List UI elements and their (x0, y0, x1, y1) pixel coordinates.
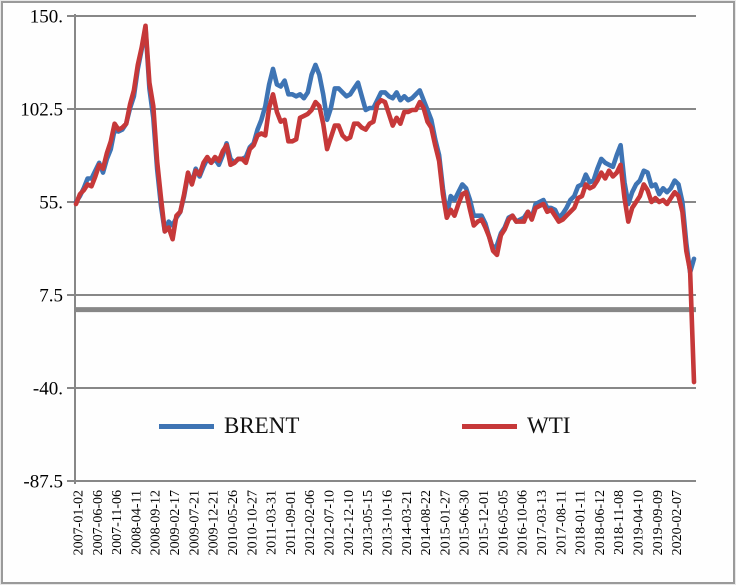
x-tick-label: 2016-10-06 (516, 490, 531, 555)
x-tick-label: 2008-04-11 (129, 490, 144, 555)
y-tick-label: -40. (33, 379, 63, 400)
x-tick-label: 2012-07-10 (323, 490, 338, 555)
x-tick-label: 2017-08-11 (554, 490, 569, 555)
series-line-brent (73, 25, 697, 275)
x-tick-label: 2008-09-12 (149, 490, 164, 555)
y-tick-label: 55. (39, 193, 63, 214)
y-tick-label: 102.5 (20, 100, 63, 121)
x-tick-label: 2016-05-05 (496, 490, 511, 555)
y-tick-label: 7.5 (39, 286, 63, 307)
x-tick-label: 2012-12-10 (342, 490, 357, 555)
x-tick-label: 2009-07-21 (187, 490, 202, 555)
x-tick-label: 2007-06-06 (91, 490, 106, 555)
x-tick-label: 2015-01-27 (438, 490, 453, 555)
x-tick-label: 2018-11-08 (612, 490, 627, 555)
x-tick-label: 2012-02-06 (303, 490, 318, 555)
oil-price-line-chart: 150. 102.5 55. 7.5 -40. -87.5 2007-01-02 2007-0… (20, 7, 697, 555)
x-tick-label: 2013-05-15 (361, 490, 376, 555)
x-tick-label: 2009-02-17 (168, 490, 183, 555)
x-tick-label: 2019-09-09 (651, 490, 666, 555)
x-tick-label: 2011-09-01 (284, 490, 299, 555)
x-tick-label: 2020-02-07 (670, 490, 685, 555)
x-tick-label: 2009-12-21 (207, 490, 222, 555)
y-tick-label: -87.5 (23, 472, 63, 493)
x-tick-label: 2010-10-27 (245, 490, 260, 555)
x-tick-label: 2019-04-10 (632, 490, 647, 555)
x-tick-label: 2018-06-12 (593, 490, 608, 555)
x-tick-label: 2011-03-31 (265, 490, 280, 555)
x-tick-label: 2007-11-06 (110, 490, 125, 555)
x-tick-label: 2015-06-30 (458, 490, 473, 555)
y-tick-label: 150. (30, 7, 63, 28)
x-tick-label: 2014-03-21 (400, 490, 415, 555)
x-tick-label: 2007-01-02 (71, 490, 86, 555)
x-tick-label: 2018-01-11 (574, 490, 589, 555)
x-tick-label: 2010-05-26 (226, 490, 241, 555)
series-line-wti (73, 23, 697, 385)
x-tick-label: 2015-12-01 (477, 490, 492, 555)
x-tick-label: 2017-03-13 (535, 490, 550, 555)
x-tick-label: 2013-10-16 (380, 490, 395, 555)
x-tick-label: 2014-08-22 (419, 490, 434, 555)
